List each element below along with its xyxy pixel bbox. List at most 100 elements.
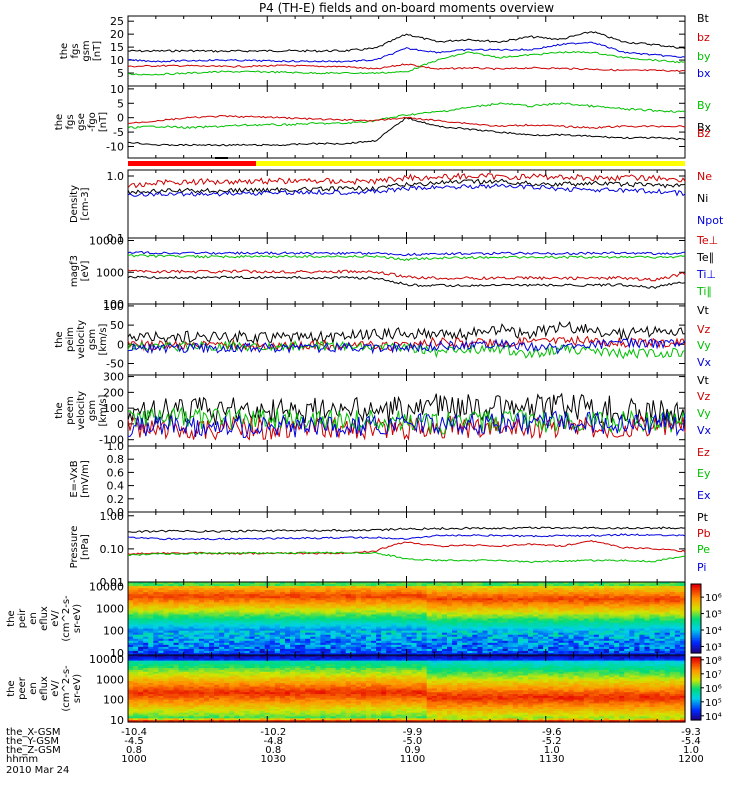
series-Pe xyxy=(127,551,686,564)
y-axis-label: en xyxy=(28,612,39,625)
x-tick-label: 1130 xyxy=(539,754,564,765)
y-tick-label: 100 xyxy=(103,694,124,707)
legend-label: Pe xyxy=(697,543,710,556)
panel-8: 0.01 0.10 1.00 Pressure [nPa] Pt Pb Pe Pi xyxy=(69,510,711,589)
series-Pb xyxy=(127,540,686,556)
x-tick-label: -10.2 xyxy=(260,727,286,738)
legend-label: Ey xyxy=(697,467,711,480)
panel-5: -50 0 50 100 the peim velocity gsm [km/s] Vt Vz Vy V… xyxy=(54,300,712,376)
legend-label: Vz xyxy=(697,323,711,336)
panel-frame xyxy=(127,169,686,239)
x-tick-label: -9.6 xyxy=(542,727,562,738)
y-axis-label: [nT] xyxy=(92,41,103,61)
x-axis-row-label: the_Z-GSM xyxy=(6,745,61,756)
series-Ti∥ xyxy=(127,254,686,262)
legend-label: Te⊥ xyxy=(696,234,718,247)
y-axis-label: eV/ xyxy=(50,680,61,697)
y-axis-label: (cm^2-s- xyxy=(61,665,72,712)
y-tick-label: 10000 xyxy=(89,653,124,666)
legend-label: Ti⊥ xyxy=(696,268,716,281)
panel-4: 100 1000 10000 magf3 [eV] Te⊥ Te∥ Ti⊥ Ti∥ xyxy=(69,234,718,311)
x-tick-label: 1.0 xyxy=(544,745,560,756)
panel-6: -100 0 100 200 300 the peem velocity gsm [km/s] Vt… xyxy=(54,371,712,447)
y-tick-label: 10 xyxy=(110,714,124,727)
y-tick-label: -50 xyxy=(106,357,124,370)
legend-label: Vy xyxy=(697,339,711,352)
panel-10: 10 100 1000 10000 the peer en eflux eV/(cm^2-s-s… xyxy=(6,653,722,727)
x-tick-label: -10.4 xyxy=(121,727,147,738)
panel-frame xyxy=(127,237,686,305)
y-tick-label: 100 xyxy=(103,300,124,313)
x-axis-row-label: 2010 Mar 24 xyxy=(6,765,69,776)
legend-label: Vx xyxy=(697,356,712,369)
y-axis-label: the xyxy=(54,402,65,418)
y-axis-label: [km/s] xyxy=(98,394,109,426)
y-axis-label: eflux xyxy=(39,676,50,701)
series-Bz xyxy=(128,114,686,129)
y-tick-label: 0 xyxy=(117,112,124,125)
y-tick-label: 0.1 xyxy=(107,232,125,245)
x-tick-label: -9.9 xyxy=(403,727,423,738)
y-tick-label: 10 xyxy=(110,647,124,660)
legend-label: bx xyxy=(697,67,711,80)
mode-bar-yellow xyxy=(256,161,685,166)
y-axis-label: gsm xyxy=(81,40,92,61)
series-Ti⊥ xyxy=(127,250,686,257)
y-axis-label: the xyxy=(6,610,17,626)
panel-frame xyxy=(127,511,686,583)
spectrogram xyxy=(128,582,686,656)
legend-label: Ni xyxy=(697,192,708,205)
x-tick-label: -5.2 xyxy=(542,736,562,747)
y-axis-label: peem xyxy=(65,396,76,424)
x-tick-label: 0.8 xyxy=(126,745,142,756)
y-tick-label: 10000 xyxy=(89,581,124,594)
y-axis-label: velocity xyxy=(76,320,87,359)
y-tick-label: 200 xyxy=(103,386,124,399)
y-axis-label: [cm-3] xyxy=(80,187,91,220)
x-tick-label: 1200 xyxy=(678,754,703,765)
y-tick-label: 1.0 xyxy=(107,440,125,453)
series-Ne xyxy=(127,172,686,189)
series-bx xyxy=(127,41,686,63)
series-Te⊥ xyxy=(127,269,686,282)
y-axis-label: velocity xyxy=(76,391,87,430)
y-tick-label: 10 xyxy=(110,54,124,67)
legend-label: Npot xyxy=(697,214,724,227)
y-axis-label: (cm^2-s- xyxy=(61,595,72,642)
series-Vy xyxy=(127,339,686,360)
y-tick-label: 1.0 xyxy=(107,170,125,183)
panel-frame xyxy=(127,85,686,159)
panel-frame xyxy=(127,15,686,87)
series-Pt xyxy=(127,526,686,534)
y-axis-label: sr-eV) xyxy=(72,604,83,633)
y-tick-label: -5 xyxy=(113,126,124,139)
y-axis-label: [nT] xyxy=(98,112,109,132)
y-axis-label: eV/ xyxy=(50,610,61,627)
x-axis-row-label: hhmm xyxy=(6,754,38,765)
series-By xyxy=(127,102,686,130)
y-axis-label: en xyxy=(28,682,39,695)
y-axis-label: peim xyxy=(65,327,76,352)
panel-frame xyxy=(127,303,686,376)
series-bz xyxy=(127,63,686,73)
y-tick-label: 1000 xyxy=(96,266,124,279)
y-tick-label: 100 xyxy=(103,298,124,311)
y-axis-label: [mV/m] xyxy=(80,460,91,498)
y-tick-label: 0.8 xyxy=(107,453,125,466)
x-tick-label: 1100 xyxy=(400,754,425,765)
series-Bt xyxy=(127,31,686,53)
y-tick-label: 5 xyxy=(117,67,124,80)
colorbar: 10⁴ 10⁵ 10⁶ 10⁷ 10⁸ xyxy=(690,656,722,723)
mode-bar-red xyxy=(128,161,257,166)
colorbar-tick-label: 10⁵ xyxy=(705,610,722,621)
y-axis-label: the xyxy=(54,331,65,347)
series-Vz xyxy=(127,415,686,441)
colorbar-tick-label: 10⁷ xyxy=(705,670,722,681)
spectrogram xyxy=(128,655,686,723)
y-tick-label: -10 xyxy=(106,140,124,153)
x-tick-label: 1030 xyxy=(261,754,286,765)
x-tick-label: 1000 xyxy=(121,754,146,765)
y-tick-label: 100 xyxy=(103,402,124,415)
